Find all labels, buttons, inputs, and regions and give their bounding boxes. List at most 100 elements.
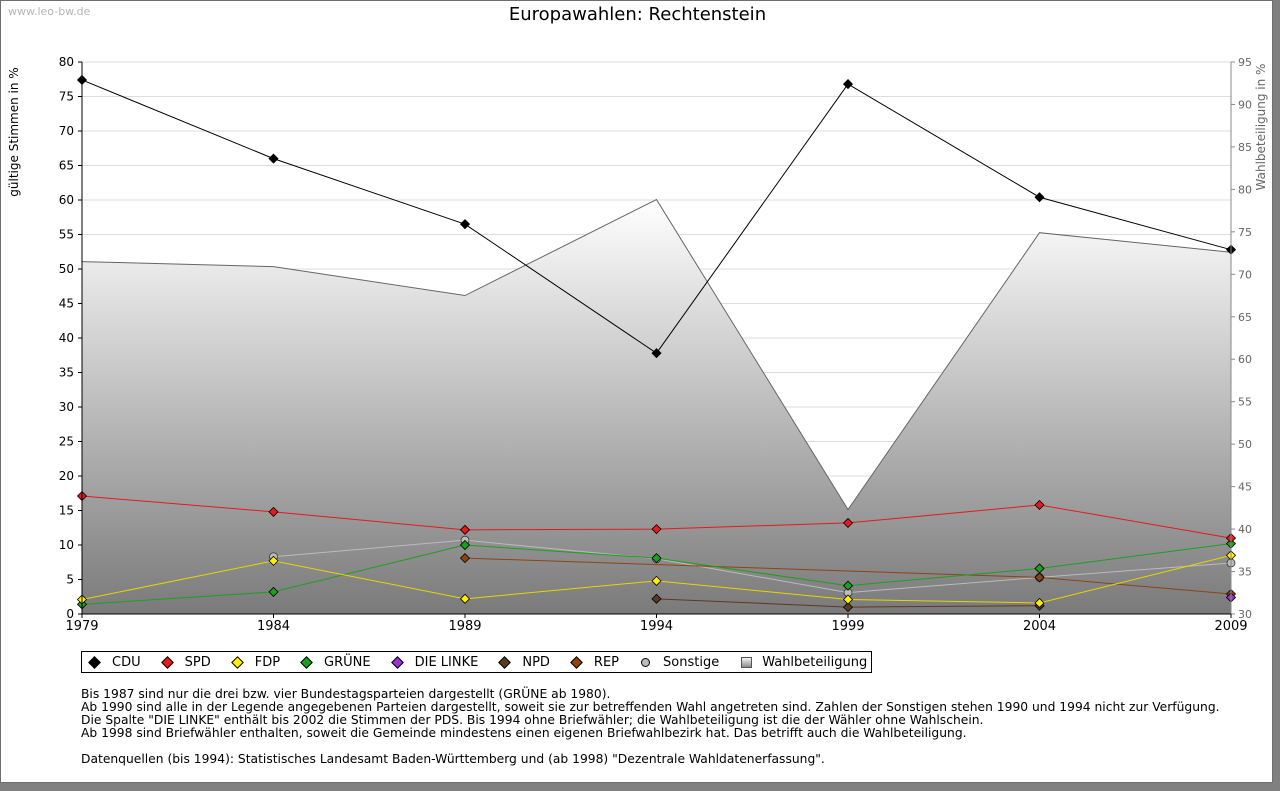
legend-marker	[230, 655, 244, 669]
y-tick-label: 20	[59, 469, 74, 483]
y-tick-label: 25	[59, 435, 74, 449]
series-line-sonstige	[273, 539, 1232, 594]
y-axis-title: gültige Stimmen in %	[7, 67, 21, 196]
legend-marker	[390, 655, 404, 669]
point-npd	[842, 602, 854, 613]
point-rep	[459, 553, 471, 564]
y2-tick-label: 95	[1238, 56, 1252, 69]
y-tick-label: 65	[59, 159, 74, 173]
legend-marker	[160, 655, 174, 669]
legend-marker	[300, 655, 313, 669]
turnout-area	[82, 199, 1231, 614]
point-npd	[651, 593, 662, 604]
y2-tick-label: 90	[1238, 98, 1252, 111]
y2-tick-label: 75	[1238, 226, 1252, 239]
y2-tick-label: 55	[1238, 396, 1252, 409]
y2-tick-label: 40	[1238, 523, 1252, 536]
point-cdu	[459, 219, 471, 230]
note-line: Die Spalte "DIE LINKE" enthält bis 2002 …	[81, 713, 984, 727]
point-grüne	[651, 553, 662, 564]
legend-item-die-linke: DIE LINKE	[390, 654, 479, 670]
note-line: Ab 1990 sind alle in der Legende angegeb…	[81, 700, 1220, 714]
legend-label: DIE LINKE	[414, 654, 479, 670]
point-rep	[1034, 572, 1045, 583]
watermark: www.leo-bw.de	[8, 5, 91, 18]
y-tick-label: 10	[59, 538, 74, 552]
x-tick-label: 2009	[1214, 619, 1247, 634]
point-fdp	[1034, 597, 1045, 609]
point-grüne	[268, 586, 279, 597]
y2-tick-label: 30	[1238, 608, 1252, 621]
note-line: Ab 1998 sind Briefwähler enthalten, sowe…	[81, 726, 967, 740]
legend-item-wahlbeteiligung: Wahlbeteiligung	[741, 655, 867, 670]
point-spd	[1034, 499, 1045, 511]
point-spd	[842, 517, 854, 528]
y-tick-label: 15	[59, 504, 74, 518]
legend-label: REP	[593, 654, 620, 670]
y-tick-label: 5	[66, 573, 74, 587]
legend-item-npd: NPD	[498, 654, 550, 670]
source-line: Datenquellen (bis 1994): Statistisches L…	[81, 752, 825, 766]
legend-item-sonstige: Sonstige	[641, 655, 719, 670]
y-tick-label: 55	[59, 228, 74, 242]
point-fdp	[651, 575, 662, 586]
point-grüne	[842, 580, 854, 591]
legend-marker	[88, 655, 101, 669]
point-cdu	[268, 153, 279, 164]
y-tick-label: 75	[59, 90, 74, 104]
chart-title: Europawahlen: Rechtenstein	[508, 4, 767, 25]
y2-tick-label: 35	[1238, 566, 1252, 579]
legend-label: GRÜNE	[324, 654, 371, 670]
legend-label: Sonstige	[663, 654, 720, 670]
turnout-line	[81, 198, 1232, 511]
legend: CDU SPD FDP GRÜNE DIE LINKE NPD REP Sonstige Wah…	[81, 651, 873, 673]
y2-tick-label: 50	[1238, 438, 1252, 451]
point-cdu	[1034, 192, 1045, 203]
legend-marker	[641, 657, 651, 667]
legend-label: NPD	[522, 654, 550, 670]
legend-label: CDU	[112, 654, 141, 670]
y-tick-label: 30	[59, 400, 74, 414]
point-grüne	[1034, 563, 1045, 574]
y2-tick-label: 60	[1238, 353, 1252, 366]
point-spd	[459, 524, 471, 535]
y-tick-label: 0	[66, 607, 74, 621]
chart: 0 5 10 15 20 25 30 35 40 45 50 55 60 65 70 75 80 30 35 40 45…	[7, 55, 1268, 634]
point-fdp	[842, 594, 854, 605]
y-tick-label: 60	[59, 193, 74, 207]
y2-axis-title: Wahlbeteiligung in %	[1254, 64, 1268, 191]
legend-item-fdp: FDP	[230, 654, 281, 670]
axis-layer: 0 5 10 15 20 25 30 35 40 45 50 55 60 65 70 75 80 30 35 40 45…	[7, 55, 1268, 634]
y-tick-label: 35	[59, 366, 74, 380]
point-cdu	[842, 79, 854, 90]
y-tick-label: 40	[59, 331, 74, 345]
y-tick-label: 70	[59, 124, 74, 138]
note-line: Bis 1987 sind nur die drei bzw. vier Bun…	[81, 687, 611, 701]
point-grüne	[459, 539, 471, 551]
y-tick-label: 80	[59, 55, 74, 69]
legend-label: FDP	[254, 654, 281, 670]
y2-tick-label: 45	[1238, 481, 1252, 494]
x-tick-label: 1979	[65, 619, 98, 634]
point-fdp	[459, 593, 471, 604]
legend-marker	[570, 655, 583, 669]
legend-marker	[498, 655, 512, 669]
legend-item-rep: REP	[570, 654, 620, 670]
legend-marker	[741, 656, 753, 668]
x-tick-label: 1989	[448, 619, 481, 634]
x-tick-label: 1994	[640, 619, 673, 634]
y-tick-label: 45	[59, 297, 74, 311]
legend-label: Wahlbeteiligung	[762, 654, 868, 670]
point-cdu	[651, 348, 662, 359]
x-tick-label: 2004	[1023, 619, 1056, 634]
legend-item-grüne: GRÜNE	[300, 654, 371, 670]
x-tick-label: 1984	[257, 619, 290, 634]
legend-label: SPD	[184, 654, 211, 670]
x-tick-label: 1999	[831, 619, 864, 634]
legend-item-cdu: CDU	[88, 654, 141, 670]
y-tick-label: 50	[59, 262, 74, 276]
legend-item-spd: SPD	[160, 654, 211, 670]
notes-block: Bis 1987 sind nur die drei bzw. vier Bun…	[81, 688, 1220, 766]
y2-tick-label: 80	[1238, 183, 1252, 196]
